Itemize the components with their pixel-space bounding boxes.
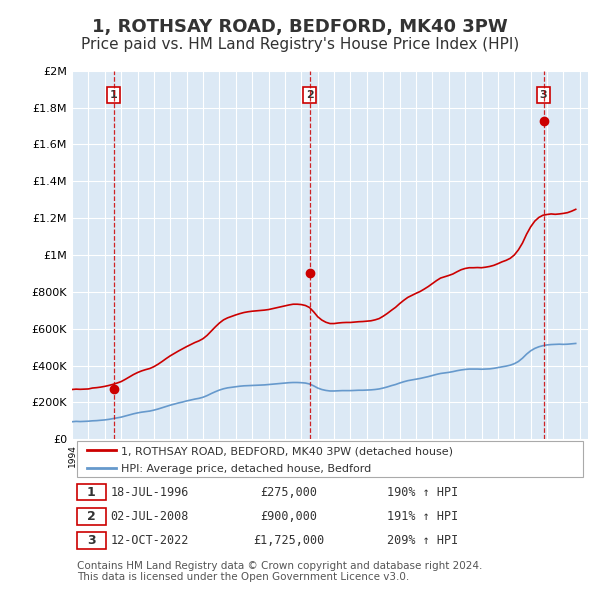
Text: 191% ↑ HPI: 191% ↑ HPI xyxy=(387,510,458,523)
Text: £275,000: £275,000 xyxy=(260,486,317,499)
FancyBboxPatch shape xyxy=(77,484,106,500)
Text: 18-JUL-1996: 18-JUL-1996 xyxy=(110,486,188,499)
Text: 02-JUL-2008: 02-JUL-2008 xyxy=(110,510,188,523)
Text: £900,000: £900,000 xyxy=(260,510,317,523)
Text: 2: 2 xyxy=(87,510,95,523)
Text: 190% ↑ HPI: 190% ↑ HPI xyxy=(387,486,458,499)
FancyBboxPatch shape xyxy=(77,508,106,525)
FancyBboxPatch shape xyxy=(77,532,106,549)
Text: 209% ↑ HPI: 209% ↑ HPI xyxy=(387,534,458,547)
Text: 3: 3 xyxy=(540,90,547,100)
Text: 12-OCT-2022: 12-OCT-2022 xyxy=(110,534,188,547)
FancyBboxPatch shape xyxy=(77,441,583,477)
Text: 1, ROTHSAY ROAD, BEDFORD, MK40 3PW: 1, ROTHSAY ROAD, BEDFORD, MK40 3PW xyxy=(92,18,508,35)
Text: 1: 1 xyxy=(87,486,95,499)
Text: Price paid vs. HM Land Registry's House Price Index (HPI): Price paid vs. HM Land Registry's House … xyxy=(81,37,519,52)
Text: Contains HM Land Registry data © Crown copyright and database right 2024.
This d: Contains HM Land Registry data © Crown c… xyxy=(77,561,482,582)
Text: HPI: Average price, detached house, Bedford: HPI: Average price, detached house, Bedf… xyxy=(121,464,371,474)
Text: £1,725,000: £1,725,000 xyxy=(253,534,325,547)
Text: 1: 1 xyxy=(110,90,118,100)
Text: 3: 3 xyxy=(87,534,95,547)
Text: 2: 2 xyxy=(305,90,313,100)
Text: 1, ROTHSAY ROAD, BEDFORD, MK40 3PW (detached house): 1, ROTHSAY ROAD, BEDFORD, MK40 3PW (deta… xyxy=(121,446,453,456)
